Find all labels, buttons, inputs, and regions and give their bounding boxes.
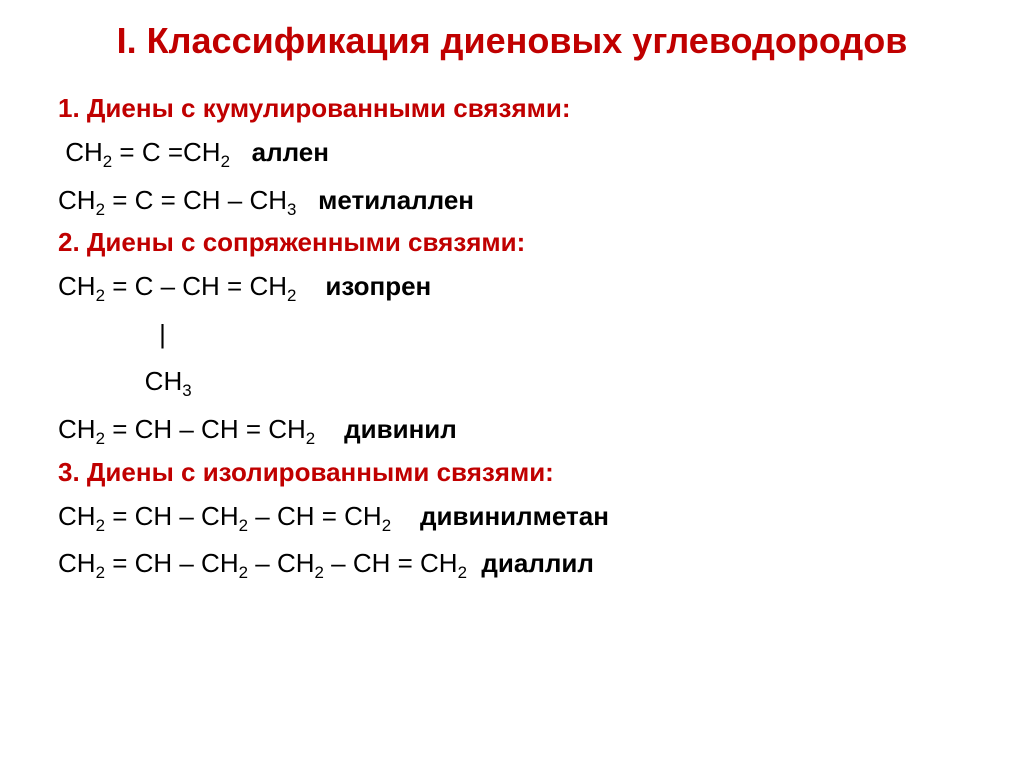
compound-label: дивинилметан <box>420 501 609 531</box>
f-text: СН <box>58 366 182 396</box>
f-text: = СН – СН <box>105 501 239 531</box>
compound-label: дивинил <box>344 414 457 444</box>
f-text: СН <box>58 185 96 215</box>
f-text: – СН = СН <box>248 501 382 531</box>
f-text: СН <box>58 271 96 301</box>
f-text: СН <box>58 501 96 531</box>
section-2-heading: 2. Диены с сопряженными связями: <box>58 227 966 258</box>
f-text: = С =СН <box>112 137 220 167</box>
formula-methylallen: СН2 = С = СН – СН3 метилаллен <box>58 180 966 222</box>
sub: 3 <box>182 382 191 401</box>
compound-label: диаллил <box>481 548 593 578</box>
f-text: = С = СН – СН <box>105 185 287 215</box>
spacer <box>296 271 325 301</box>
spacer <box>315 414 344 444</box>
sub: 2 <box>96 429 105 448</box>
sub: 2 <box>103 152 112 171</box>
sub: 2 <box>458 563 467 582</box>
f-text: = СН – СН <box>105 548 239 578</box>
f-text: – СН <box>248 548 314 578</box>
compound-label: изопрен <box>325 271 431 301</box>
spacer <box>391 501 420 531</box>
section-3-heading: 3. Диены с изолированными связями: <box>58 457 966 488</box>
formula-isoprene-main: СН2 = С – СН = СН2 изопрен <box>58 266 966 308</box>
formula-isoprene-branch-bar: | <box>58 314 966 356</box>
sub: 2 <box>382 516 391 535</box>
sub: 2 <box>221 152 230 171</box>
spacer <box>467 548 481 578</box>
f-text: СН <box>58 137 103 167</box>
section-1-heading: 1. Диены с кумулированными связями: <box>58 93 966 124</box>
f-text: = СН – СН = СН <box>105 414 306 444</box>
sub: 2 <box>96 516 105 535</box>
sub: 2 <box>315 563 324 582</box>
sub: 2 <box>239 516 248 535</box>
f-text: – СН = СН <box>324 548 458 578</box>
slide-title: I. Классификация диеновых углеводородов <box>58 18 966 63</box>
sub: 2 <box>96 200 105 219</box>
formula-divinylmethane: СН2 = СН – СН2 – СН = СН2 дивинилметан <box>58 496 966 538</box>
sub: 2 <box>96 286 105 305</box>
f-text: = С – СН = СН <box>105 271 287 301</box>
spacer <box>296 185 318 215</box>
f-text: СН <box>58 414 96 444</box>
formula-diallyl: СН2 = СН – СН2 – СН2 – СН = СН2 диаллил <box>58 543 966 585</box>
sub: 2 <box>96 563 105 582</box>
spacer <box>230 137 252 167</box>
formula-allen: СН2 = С =СН2 аллен <box>58 132 966 174</box>
formula-divinyl: СН2 = СН – СН = СН2 дивинил <box>58 409 966 451</box>
sub: 2 <box>239 563 248 582</box>
formula-isoprene-branch-ch3: СН3 <box>58 361 966 403</box>
sub: 2 <box>306 429 315 448</box>
compound-label: метилаллен <box>318 185 474 215</box>
compound-label: аллен <box>252 137 329 167</box>
f-text: СН <box>58 548 96 578</box>
slide-container: I. Классификация диеновых углеводородов … <box>0 0 1024 767</box>
